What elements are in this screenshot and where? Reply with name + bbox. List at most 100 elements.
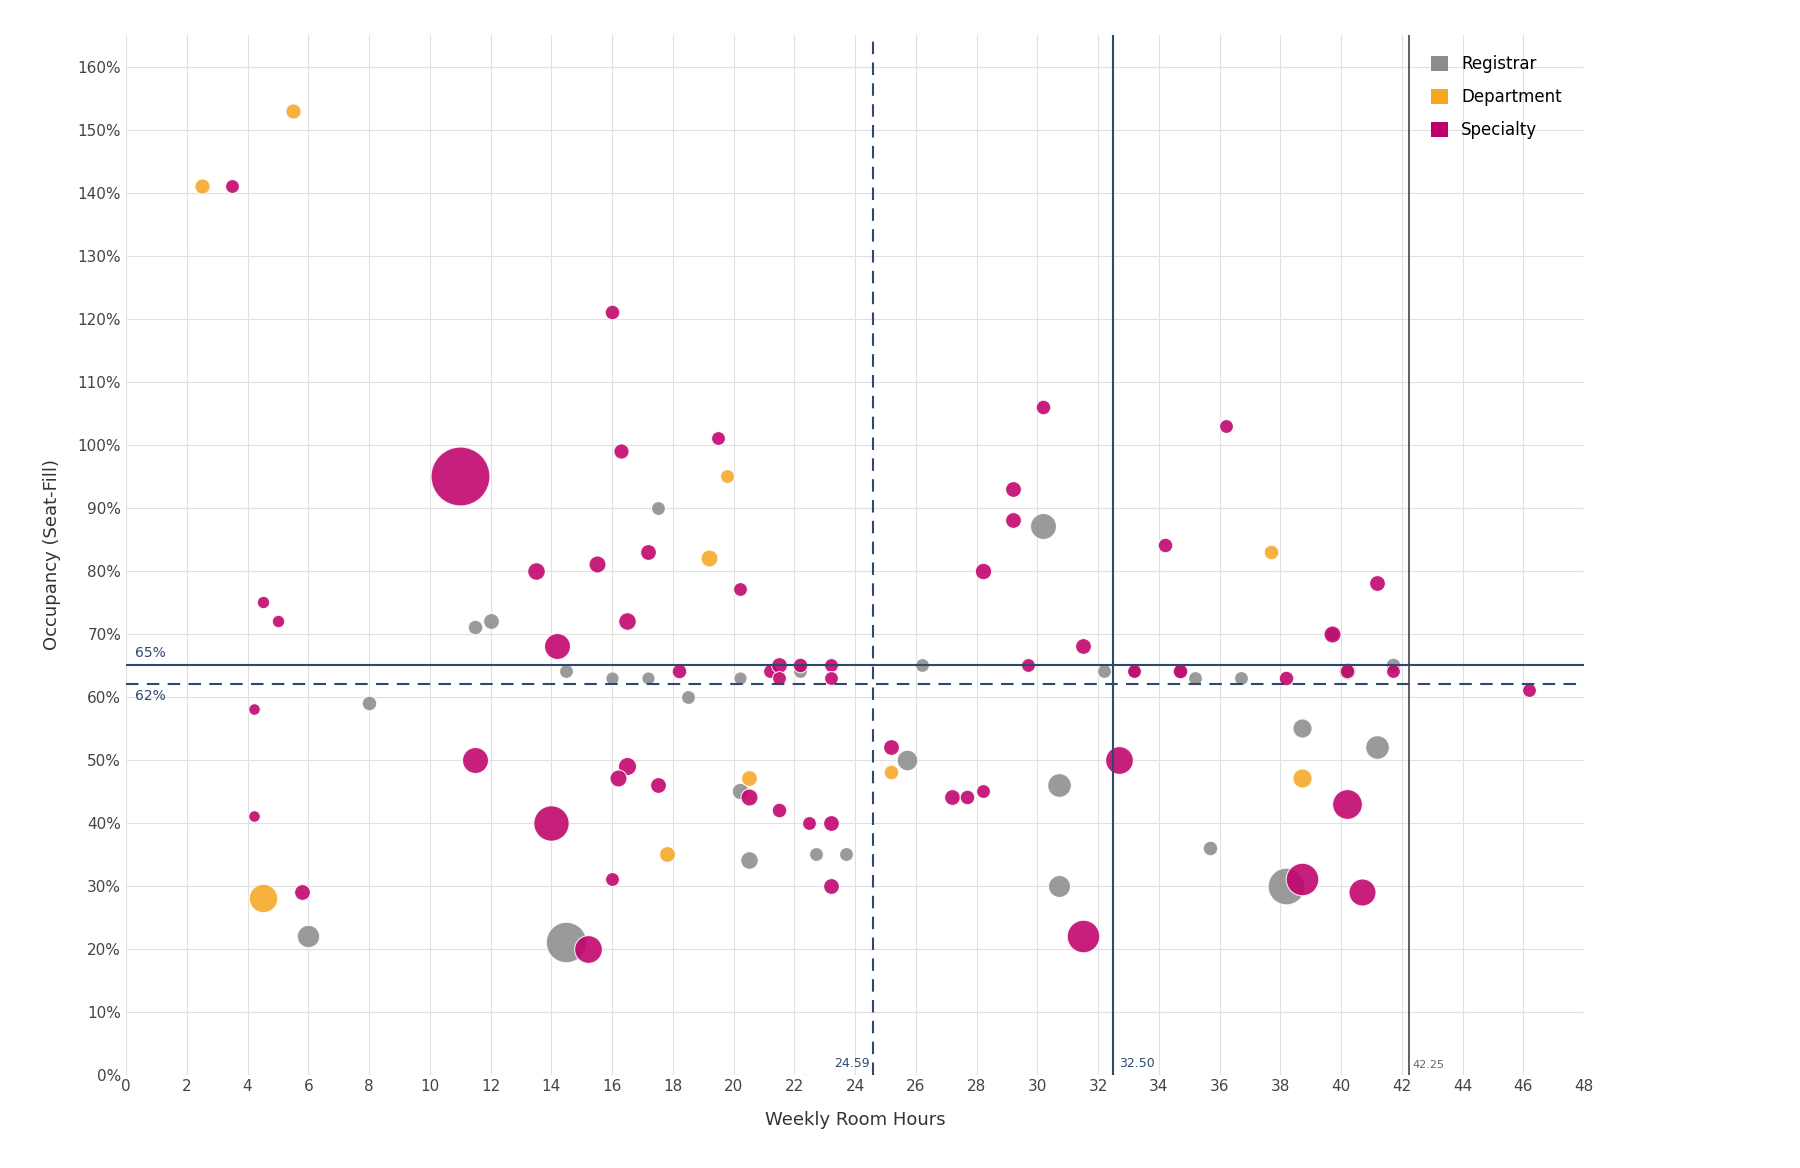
Point [817, 813, 846, 832]
Point [1069, 926, 1098, 945]
Text: 65%: 65% [135, 646, 166, 660]
Point [1379, 655, 1408, 674]
Point [1166, 662, 1195, 681]
Point [572, 939, 601, 958]
Point [583, 555, 612, 573]
Point [1181, 668, 1210, 687]
Point [1044, 876, 1073, 895]
Point [522, 561, 551, 579]
Point [796, 813, 824, 832]
Point [756, 662, 785, 681]
Point [1287, 870, 1316, 889]
Point [907, 655, 936, 674]
Point [695, 549, 724, 568]
Point [713, 467, 742, 486]
Point [765, 668, 794, 687]
Point [999, 510, 1028, 529]
Point [607, 442, 635, 460]
Text: 42.25: 42.25 [1413, 1059, 1444, 1070]
Point [239, 807, 268, 826]
Point [999, 479, 1028, 498]
Point [787, 655, 815, 674]
Point [1166, 662, 1195, 681]
Point [877, 763, 905, 781]
Point [1318, 624, 1346, 642]
Point [652, 844, 680, 863]
Point [1363, 573, 1391, 592]
Legend: Registrar, Department, Specialty: Registrar, Department, Specialty [1424, 49, 1568, 146]
Point [1332, 662, 1361, 681]
Point [968, 781, 997, 800]
Point [1013, 655, 1042, 674]
Text: 32.50: 32.50 [1120, 1057, 1156, 1070]
Point [1044, 776, 1073, 794]
Point [187, 176, 216, 195]
Point [765, 800, 794, 819]
Point [248, 592, 277, 611]
Point [1363, 738, 1391, 757]
Point [704, 429, 733, 447]
Point [952, 788, 981, 807]
Point [1226, 668, 1255, 687]
Point [1089, 662, 1118, 681]
Point [1030, 397, 1058, 416]
Point [725, 668, 754, 687]
Point [1287, 769, 1316, 787]
Point [1318, 624, 1346, 642]
Point [279, 102, 308, 120]
Point [787, 662, 815, 681]
Point [893, 750, 922, 769]
Point [634, 668, 662, 687]
Point [1348, 883, 1377, 902]
Point [734, 788, 763, 807]
Point [1105, 750, 1134, 769]
Point [248, 889, 277, 908]
Point [553, 662, 581, 681]
Point [817, 668, 846, 687]
Point [725, 781, 754, 800]
Point [263, 612, 292, 631]
Point [734, 769, 763, 787]
Point [598, 303, 626, 321]
Point [968, 561, 997, 579]
Point [643, 499, 671, 517]
Point [461, 750, 490, 769]
Point [1069, 637, 1098, 655]
Point [664, 662, 693, 681]
Point [1030, 517, 1058, 536]
Point [288, 883, 317, 902]
Point [1332, 662, 1361, 681]
Point [734, 851, 763, 870]
Point [218, 176, 247, 195]
Point [938, 788, 967, 807]
Point [1287, 718, 1316, 737]
Point [598, 668, 626, 687]
Point [643, 776, 671, 794]
Point [1273, 876, 1301, 895]
Point [765, 655, 794, 674]
Point [461, 618, 490, 637]
Point [446, 467, 475, 486]
Point [612, 757, 641, 776]
Point [553, 933, 581, 952]
Point [634, 542, 662, 561]
Point [1273, 668, 1301, 687]
Point [1150, 536, 1179, 555]
Point [612, 612, 641, 631]
X-axis label: Weekly Room Hours: Weekly Room Hours [765, 1111, 945, 1129]
Point [725, 580, 754, 599]
Point [475, 612, 504, 631]
Point [801, 844, 830, 863]
Point [1516, 681, 1544, 700]
Point [832, 844, 860, 863]
Point [293, 926, 322, 945]
Point [239, 700, 268, 718]
Point [355, 694, 383, 712]
Point [1195, 839, 1224, 857]
Text: 24.59: 24.59 [833, 1057, 869, 1070]
Point [1211, 416, 1240, 434]
Point [817, 876, 846, 895]
Point [817, 655, 846, 674]
Text: 62%: 62% [135, 689, 166, 703]
Point [536, 813, 565, 832]
